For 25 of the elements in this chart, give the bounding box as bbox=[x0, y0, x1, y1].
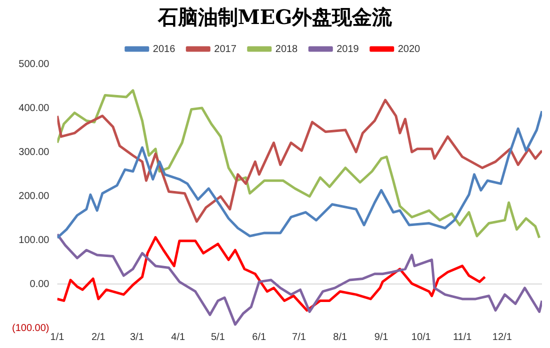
x-tick-label: 2/1 bbox=[91, 332, 106, 343]
x-tick-label: 11/1 bbox=[452, 332, 472, 343]
y-tick-label: (100.00) bbox=[12, 322, 50, 334]
x-tick-label: 5/1 bbox=[210, 332, 226, 343]
x-tick-label: 8/1 bbox=[333, 332, 348, 343]
legend-label: 2016 bbox=[152, 44, 176, 55]
x-tick-label: 3/1 bbox=[130, 332, 144, 343]
legend-label: 2019 bbox=[336, 44, 360, 55]
x-tick-label: 7/1 bbox=[292, 332, 306, 343]
legend-label: 2017 bbox=[214, 44, 237, 55]
x-tick-label: 6/1 bbox=[252, 332, 267, 343]
x-tick-label: 4/1 bbox=[171, 332, 186, 343]
y-tick-label: 500.00 bbox=[18, 58, 50, 70]
legend-label: 2020 bbox=[398, 44, 421, 55]
y-tick-label: 100.00 bbox=[18, 234, 50, 246]
x-tick-label: 9/1 bbox=[374, 332, 389, 343]
y-tick-label: 400.00 bbox=[18, 102, 50, 114]
y-tick-label: 0.00 bbox=[30, 278, 50, 290]
x-tick-label: 10/1 bbox=[411, 332, 432, 343]
legend-label: 2018 bbox=[275, 44, 298, 55]
x-tick-label: 1/1 bbox=[50, 332, 65, 343]
y-tick-label: 300.00 bbox=[18, 146, 50, 158]
y-tick-label: 200.00 bbox=[18, 190, 50, 202]
chart-title: 石脑油制MEG外盘现金流 bbox=[156, 4, 394, 31]
x-tick-label: 12/1 bbox=[492, 332, 512, 343]
